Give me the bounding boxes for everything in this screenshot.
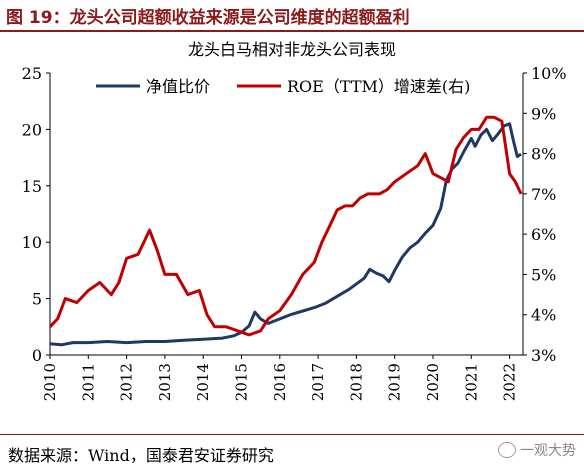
x-tick-label: 2018: [347, 363, 365, 401]
watermark: 一观大势: [498, 440, 576, 460]
y-right-tick-label: 4%: [531, 306, 556, 325]
chart-legend: 净值比价 ROE（TTM）增速差(右): [96, 77, 470, 96]
source-note: 数据来源：Wind，国泰君安证券研究: [8, 446, 274, 465]
chart-axes: 0 5 10 15 20 25 3% 4% 5% 6% 7% 8% 9% 10% 2010 2011 2012 2…: [22, 64, 567, 401]
series-line-1: [48, 115, 523, 337]
x-tick-label: 2019: [386, 363, 404, 401]
x-tick-label: 2011: [79, 363, 97, 401]
y-left-tick-label: 25: [22, 64, 42, 83]
x-tick-label: 2010: [41, 363, 59, 401]
legend-label-0: 净值比价: [146, 77, 210, 96]
x-tick-label: 2012: [118, 363, 136, 401]
watermark-text: 一观大势: [520, 443, 576, 459]
y-right-tick-label: 9%: [531, 104, 556, 123]
title-rule: [0, 30, 584, 32]
chart-lines: [48, 115, 523, 347]
y-right-tick-label: 8%: [531, 145, 556, 164]
y-right-tick-label: 6%: [531, 225, 556, 244]
y-left-tick-label: 15: [22, 177, 42, 196]
y-right-tick-label: 3%: [531, 346, 556, 365]
y-left-tick-label: 5: [32, 290, 42, 309]
y-left-tick-label: 20: [22, 120, 42, 139]
y-left-tick-label: 10: [22, 233, 42, 252]
x-tick-label: 2020: [424, 363, 442, 401]
series-line-0: [49, 122, 522, 347]
legend-label-1: ROE（TTM）增速差(右): [287, 77, 470, 96]
y-left-tick-label: 0: [32, 346, 42, 365]
x-tick-label: 2013: [156, 363, 174, 401]
x-tick-label: 2014: [194, 363, 212, 401]
x-tick-label: 2017: [309, 363, 327, 401]
chart-title: 龙头白马相对非龙头公司表现: [187, 40, 396, 59]
x-tick-label: 2021: [462, 363, 480, 401]
source-rule: [0, 434, 584, 435]
x-tick-label: 2016: [271, 363, 289, 401]
x-tick-label: 2022: [501, 363, 519, 401]
wechat-icon: [498, 442, 516, 458]
figure-title: 图 19：龙头公司超额收益来源是公司维度的超额盈利: [6, 8, 410, 28]
x-tick-label: 2015: [232, 363, 250, 401]
y-right-tick-label: 5%: [531, 265, 556, 284]
y-right-tick-label: 7%: [531, 185, 556, 204]
line-chart: 0 5 10 15 20 25 3% 4% 5% 6% 7% 8% 9% 10% 2010 2011 2012 2…: [22, 64, 567, 401]
y-right-tick-label: 10%: [531, 64, 567, 83]
